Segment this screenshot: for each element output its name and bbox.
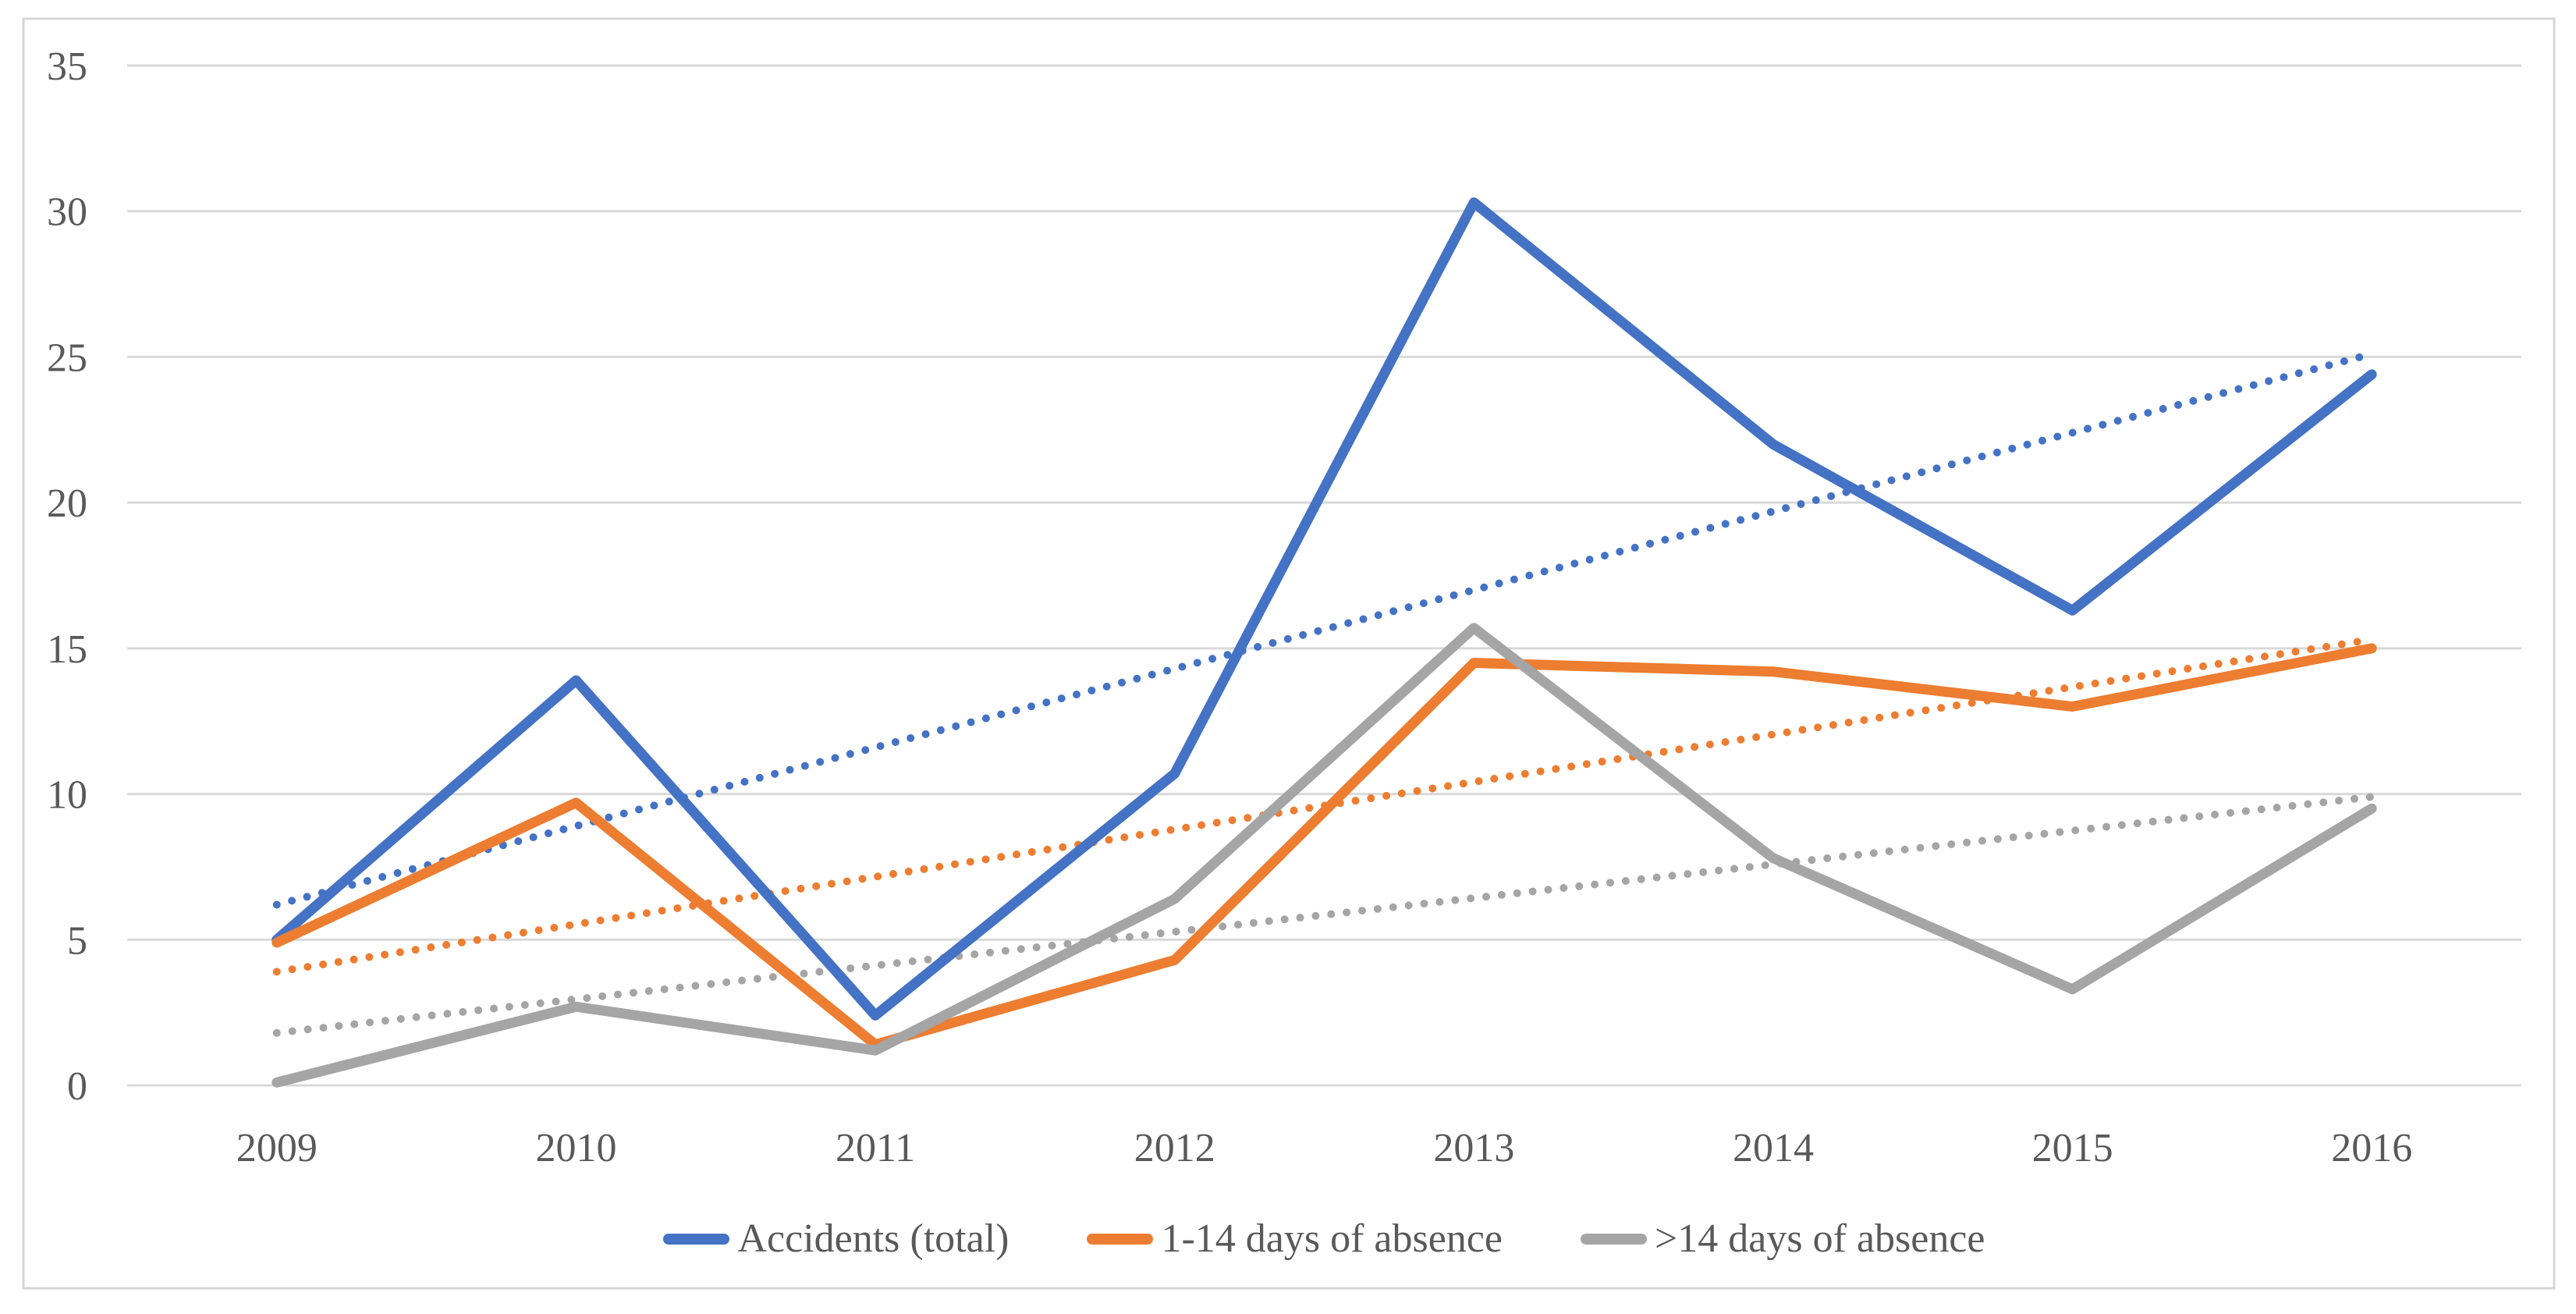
- legend-label-accidents-total: Accidents (total): [737, 1216, 1009, 1261]
- legend-label-more-than-14-days-of-absence: >14 days of absence: [1654, 1216, 1985, 1261]
- y-axis-tick-label: 0: [67, 1064, 87, 1109]
- y-axis-tick-label: 30: [47, 190, 87, 235]
- y-axis-tick-label: 25: [47, 336, 87, 380]
- legend-label-1-14-days-of-absence: 1-14 days of absence: [1161, 1216, 1503, 1261]
- x-axis-tick-label: 2015: [2032, 1126, 2113, 1170]
- trendline-14-days-of-absence: [272, 793, 2376, 1037]
- legend-swatch-1-14-days-of-absence: [1087, 1234, 1154, 1245]
- x-axis-tick-label: 2010: [535, 1126, 616, 1170]
- x-axis-tick-label: 2014: [1733, 1126, 1814, 1170]
- y-axis-tick-label: 15: [47, 627, 87, 672]
- x-axis-tick-label: 2016: [2331, 1126, 2412, 1170]
- series-line-1-14-days-of-absence: [271, 643, 2377, 1050]
- x-axis-tick-label: 2011: [836, 1126, 915, 1170]
- figure-border: [22, 17, 2556, 1290]
- series-line-accidents-total: [271, 197, 2377, 1021]
- legend-item-more-than-14-days-of-absence: >14 days of absence: [1580, 1216, 1985, 1261]
- legend-item-accidents-total: Accidents (total): [663, 1219, 1009, 1259]
- x-axis-tick-label: 2009: [236, 1126, 318, 1170]
- y-axis-tick-label: 35: [47, 44, 87, 89]
- legend-swatch-accidents-total: [663, 1234, 730, 1245]
- y-axis-tick-label: 5: [67, 918, 87, 963]
- y-axis-tick-label: 10: [47, 773, 87, 818]
- legend-item-1-14-days-of-absence: 1-14 days of absence: [1087, 1219, 1503, 1259]
- trendline-accidents-total: [272, 350, 2376, 909]
- y-axis-tick-label: 20: [47, 481, 87, 526]
- series-line-14-days-of-absence: [271, 623, 2377, 1088]
- x-axis-tick-label: 2012: [1134, 1126, 1215, 1170]
- x-axis-tick-label: 2013: [1433, 1126, 1514, 1170]
- legend-swatch-more-than-14-days-of-absence: [1580, 1234, 1647, 1245]
- chart-legend: Accidents (total) 1-14 days of absence >…: [127, 1208, 2521, 1270]
